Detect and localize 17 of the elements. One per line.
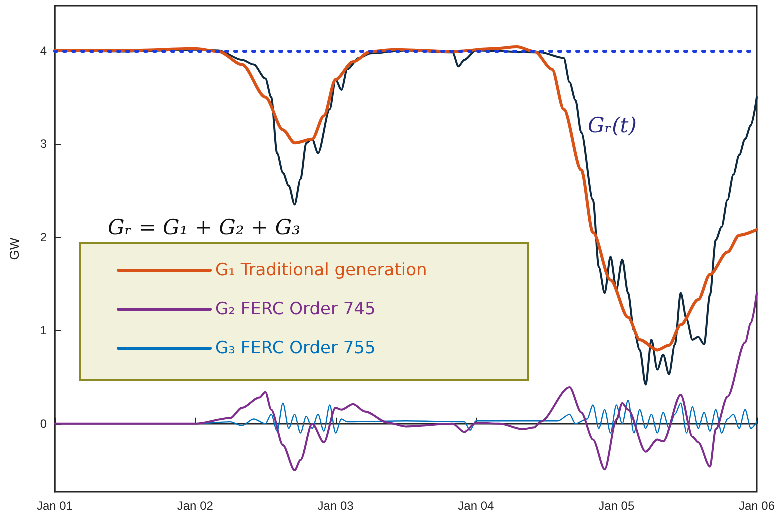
y-tick-label: 3 [40, 137, 48, 152]
x-tick-label: Jan 02 [177, 499, 214, 513]
y-axis-title: GW [7, 237, 22, 260]
x-tick-label: Jan 01 [36, 499, 74, 513]
x-tick-label: Jan 03 [318, 499, 354, 513]
x-tick-label: Jan 06 [738, 499, 776, 513]
text: G₃ FERC Order 755 [216, 338, 376, 358]
text: G₂ FERC Order 745 [216, 300, 376, 320]
y-tick-label: 1 [40, 324, 48, 338]
y-tick-label: 4 [40, 44, 48, 58]
x-tick-label: Jan 05 [598, 499, 635, 513]
annotation: Gᵣ = G₁ + G₂ + G₃ [108, 216, 300, 240]
x-tick-label: Jan 04 [458, 499, 495, 513]
y-tick-label: 2 [40, 230, 48, 244]
y-tick-label: 0 [40, 416, 48, 431]
text: G₁ Traditional generation [216, 260, 428, 280]
annotation: Gᵣ(t) [588, 114, 637, 138]
